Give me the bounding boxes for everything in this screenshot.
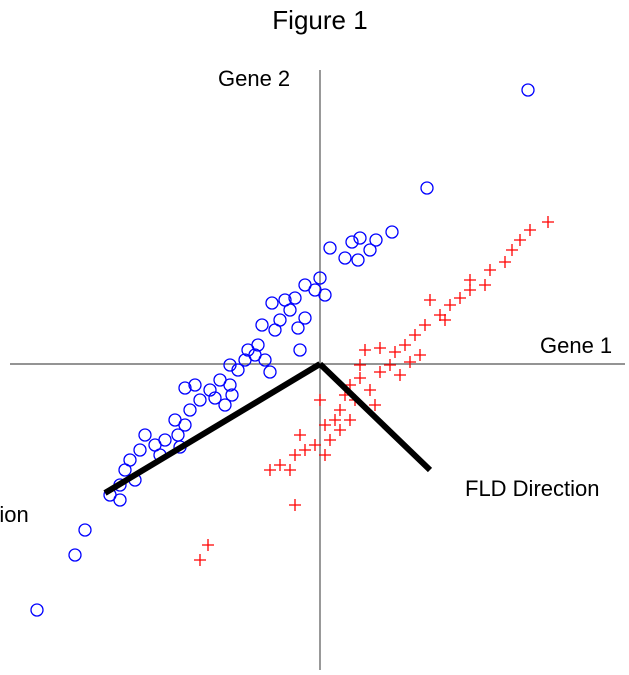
point (484, 264, 496, 276)
point (399, 339, 411, 351)
direction-label: FLD Direction (465, 476, 599, 501)
point (479, 279, 491, 291)
point (344, 414, 356, 426)
point (385, 225, 399, 239)
point (319, 419, 331, 431)
point (542, 216, 554, 228)
y-axis-label: Gene 2 (218, 66, 290, 91)
point (255, 318, 269, 332)
point (133, 443, 147, 457)
point (188, 378, 202, 392)
point (313, 271, 327, 285)
point (359, 344, 371, 356)
point (354, 372, 366, 384)
point (318, 288, 332, 302)
point (345, 235, 359, 249)
point (324, 434, 336, 446)
point (293, 343, 307, 357)
point (354, 359, 366, 371)
point (298, 311, 312, 325)
point (424, 294, 436, 306)
point (369, 233, 383, 247)
point (208, 391, 222, 405)
point (323, 241, 337, 255)
point (353, 231, 367, 245)
point (454, 292, 466, 304)
point (223, 378, 237, 392)
point (434, 309, 446, 321)
point (309, 439, 321, 451)
point (78, 523, 92, 537)
point (394, 369, 406, 381)
point (334, 424, 346, 436)
point (294, 429, 306, 441)
point (314, 394, 326, 406)
point (439, 314, 451, 326)
point (223, 358, 237, 372)
point (338, 251, 352, 265)
point (499, 256, 511, 268)
point (264, 464, 276, 476)
point (268, 323, 282, 337)
point (420, 181, 434, 195)
x-axis-label: Gene 1 (540, 333, 612, 358)
point (351, 253, 365, 267)
point (521, 83, 535, 97)
point (202, 539, 214, 551)
point (30, 603, 44, 617)
point (298, 278, 312, 292)
point (414, 349, 426, 361)
point (374, 342, 386, 354)
point (329, 414, 341, 426)
point (289, 499, 301, 511)
point (283, 303, 297, 317)
direction-line (103, 361, 322, 496)
point (319, 449, 331, 461)
chart-title: Figure 1 (272, 5, 367, 35)
point (241, 343, 255, 357)
point (524, 224, 536, 236)
point (288, 291, 302, 305)
point (178, 381, 192, 395)
point (183, 403, 197, 417)
point (409, 329, 421, 341)
direction-line (317, 361, 433, 473)
point (419, 319, 431, 331)
point (514, 234, 526, 246)
point (118, 463, 132, 477)
point (68, 548, 82, 562)
point (194, 554, 206, 566)
point (248, 348, 262, 362)
point (444, 299, 456, 311)
point (265, 296, 279, 310)
point (113, 493, 127, 507)
point (404, 356, 416, 368)
point (374, 366, 386, 378)
point (363, 243, 377, 257)
point (369, 399, 381, 411)
point (138, 428, 152, 442)
point (289, 449, 301, 461)
point (291, 321, 305, 335)
point (178, 418, 192, 432)
point (274, 459, 286, 471)
point (384, 359, 396, 371)
point (171, 428, 185, 442)
direction-label: PC1 Direction (0, 502, 29, 527)
point (299, 444, 311, 456)
point (506, 244, 518, 256)
point (364, 384, 376, 396)
point (334, 404, 346, 416)
point (218, 398, 232, 412)
point (225, 388, 239, 402)
point (389, 346, 401, 358)
point (284, 464, 296, 476)
point (464, 274, 476, 286)
point (263, 365, 277, 379)
point (193, 393, 207, 407)
